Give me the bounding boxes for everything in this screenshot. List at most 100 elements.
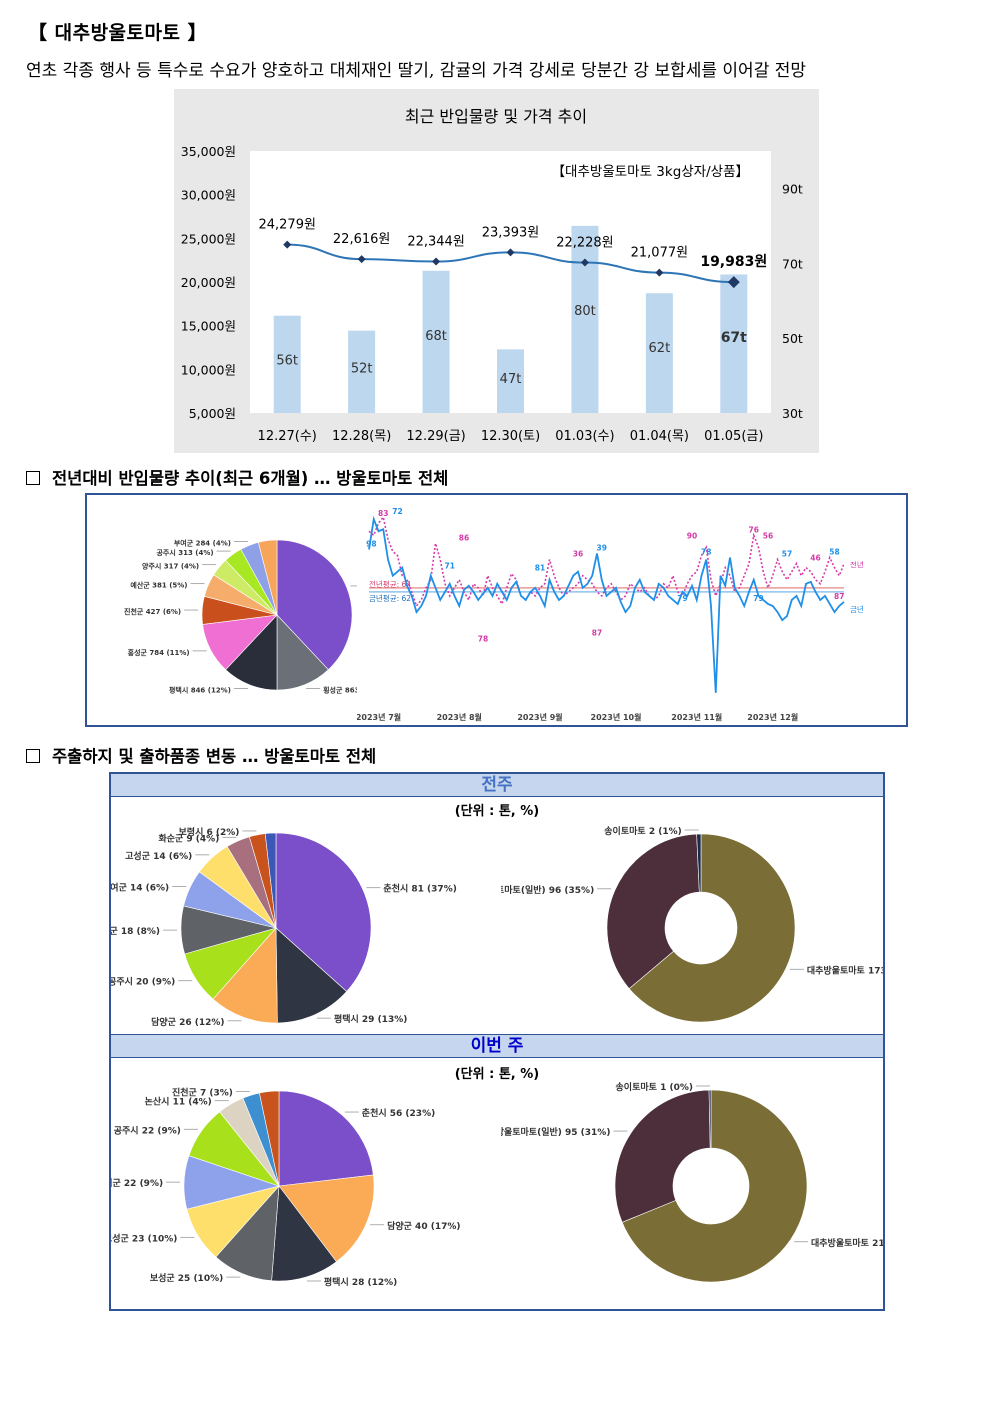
price-label: 22,228원 xyxy=(556,236,613,251)
avg-label: 금년평균: 62 xyxy=(369,593,411,603)
trend-x-tick: 2023년 10월 xyxy=(591,712,642,722)
x-tick-label: 01.03(수) xyxy=(555,429,614,444)
recent-chart-title: 최근 반입물량 및 가격 추이 xyxy=(405,107,587,126)
prev-week-unit: (단위 : 톤, %) xyxy=(454,804,540,819)
trend-annotation: 86 xyxy=(459,533,469,542)
pie-slice xyxy=(606,833,700,990)
trend-series-line xyxy=(368,515,845,608)
trend-annotation: 87 xyxy=(592,628,602,637)
trend-annotation: 79 xyxy=(677,594,687,603)
pie-label: 진천군 427 (6%) xyxy=(124,607,181,616)
pie-slice xyxy=(278,1174,375,1263)
left-axis-tick: 30,000원 xyxy=(181,188,236,203)
avg-label: 전년평균: 64 xyxy=(369,579,411,589)
pie-label: 보성군 25 (10%) xyxy=(150,1272,223,1284)
trend-annotation: 79 xyxy=(753,594,763,603)
section2-heading: 주출하지 및 출하품종 변동 … 방울토마토 전체 xyxy=(26,743,376,767)
pie-label: 송이토마토 2 (1%) xyxy=(604,825,681,837)
left-axis-tick: 25,000원 xyxy=(181,231,236,246)
pie-slice xyxy=(275,832,372,992)
pie-slice xyxy=(259,1090,280,1187)
bar xyxy=(422,270,450,413)
pie-label: 부여군 14 (6%) xyxy=(111,881,169,893)
checkbox-icon xyxy=(26,471,40,485)
section2-heading-text: 주출하지 및 출하품종 변동 … 방울토마토 전체 xyxy=(52,747,377,766)
trend-annotation: 72 xyxy=(392,507,402,516)
x-tick-label: 12.27(수) xyxy=(258,429,317,444)
legend-end-label: 전년 xyxy=(850,560,864,570)
trend-x-tick: 2023년 11월 xyxy=(671,712,722,722)
bar-label: 47t xyxy=(500,372,522,387)
trend-annotation: 58 xyxy=(829,548,839,557)
trend-6m-chart: 전년평균: 64 금년평균: 62 98 83 72 86 71 78 81 36 39 87 79 90… xyxy=(357,507,864,722)
price-label: 19,983원 xyxy=(700,254,767,270)
pie-slice xyxy=(278,1090,374,1187)
bar xyxy=(348,330,376,413)
trend-annotation: 36 xyxy=(573,550,583,559)
pie-label: 홍성군 784 (11%) xyxy=(128,648,190,657)
price-marker xyxy=(580,258,589,267)
bar xyxy=(571,225,599,413)
bar-label: 62t xyxy=(649,341,671,356)
trend-x-tick: 2023년 12월 xyxy=(747,712,798,722)
bar-label: 52t xyxy=(351,362,373,377)
pie-label: 횡성군 863 (12%) xyxy=(323,685,357,694)
price-label: 23,393원 xyxy=(482,225,539,240)
pie-slice xyxy=(708,1089,712,1149)
section1-heading: 전년대비 반입물량 추이(최근 6개월) … 방울토마토 전체 xyxy=(26,465,448,489)
section2-frame: 전주 (단위 : 톤, %) 춘천시 81 (37%) 평택시 29 (13%) 담… xyxy=(109,772,885,1311)
pie-label: 송이토마토 1 (0%) xyxy=(616,1081,693,1093)
x-tick-label: 12.30(토) xyxy=(481,429,540,444)
origin-6m-pie: 춘천시 2,808 (38%)횡성군 863 (12%)평택시 846 (12%… xyxy=(124,539,357,694)
bar-label: 80t xyxy=(574,304,596,319)
pie-slice xyxy=(257,539,278,616)
right-axis-tick: 30t xyxy=(782,406,803,421)
recent-chart-panel: 최근 반입물량 및 가격 추이 【대추방울토마토 3kg상자/상품】 35,00… xyxy=(174,89,819,453)
pie-slice xyxy=(264,832,277,929)
pie-label: 방울토마토(일반) 95 (31%) xyxy=(501,1126,610,1138)
page-title: 【 대추방울토마토 】 xyxy=(28,22,208,44)
pie-slice xyxy=(212,927,278,1024)
left-axis-tick: 5,000원 xyxy=(189,406,236,421)
pie-label: 예산군 381 (5%) xyxy=(130,581,187,590)
pie-label: 논산시 11 (4%) xyxy=(145,1096,212,1108)
pie-slice xyxy=(696,833,702,893)
pie-label: 춘천시 56 (23%) xyxy=(362,1107,435,1119)
trend-annotation: 78 xyxy=(478,634,488,643)
prev-week-band: 전주 xyxy=(111,774,883,797)
trend-x-tick: 2023년 7월 xyxy=(357,712,401,722)
pie-label: 공주시 313 (4%) xyxy=(156,549,213,557)
checkbox-icon xyxy=(26,749,40,763)
price-marker xyxy=(506,248,515,257)
trend-x-tick: 2023년 8월 xyxy=(437,712,482,722)
pie-label: 담양군 40 (17%) xyxy=(387,1220,460,1232)
trend-annotation: 98 xyxy=(366,539,376,548)
pie-label: 평택시 29 (13%) xyxy=(334,1013,407,1025)
pie-label: 평택시 846 (12%) xyxy=(169,685,231,694)
pie-label: 보령시 6 (2%) xyxy=(179,826,240,838)
price-label: 24,279원 xyxy=(258,218,315,233)
bar xyxy=(645,293,673,413)
recent-chart: 최근 반입물량 및 가격 추이 【대추방울토마토 3kg상자/상품】 35,00… xyxy=(181,107,803,444)
price-marker xyxy=(357,255,366,264)
pie-slice xyxy=(628,833,796,1023)
bar xyxy=(273,315,301,413)
price-label: 22,616원 xyxy=(333,232,390,247)
this-week-variety-donut: 대추방울토마토 212 (69%) 방울토마토(일반) 95 (31%) 송이토마토… xyxy=(501,1081,883,1283)
trend-annotation: 87 xyxy=(834,592,844,601)
pie-label: 춘천시 81 (37%) xyxy=(383,883,456,895)
pie-label: 진천군 7 (3%) xyxy=(172,1086,233,1098)
trend-annotation: 76 xyxy=(749,525,759,534)
price-label: 21,077원 xyxy=(631,246,688,261)
bar xyxy=(497,349,524,413)
pie-label: 고성군 23 (10%) xyxy=(111,1232,177,1244)
bar-label: 68t xyxy=(425,329,447,344)
page-subtitle: 연초 각종 행사 등 특수로 수요가 양호하고 대체재인 딸기, 감귤의 가격 … xyxy=(26,61,807,81)
bar-label: 56t xyxy=(276,353,298,368)
pie-label: 방울토마토(일반) 96 (35%) xyxy=(501,884,594,896)
legend-end-label: 금년 xyxy=(850,604,864,614)
this-week-unit: (단위 : 톤, %) xyxy=(454,1067,540,1082)
section1-frame: 춘천시 2,808 (38%)횡성군 863 (12%)평택시 846 (12%… xyxy=(85,493,908,727)
price-label: 22,344원 xyxy=(407,235,464,250)
trend-annotation: 57 xyxy=(782,550,792,559)
